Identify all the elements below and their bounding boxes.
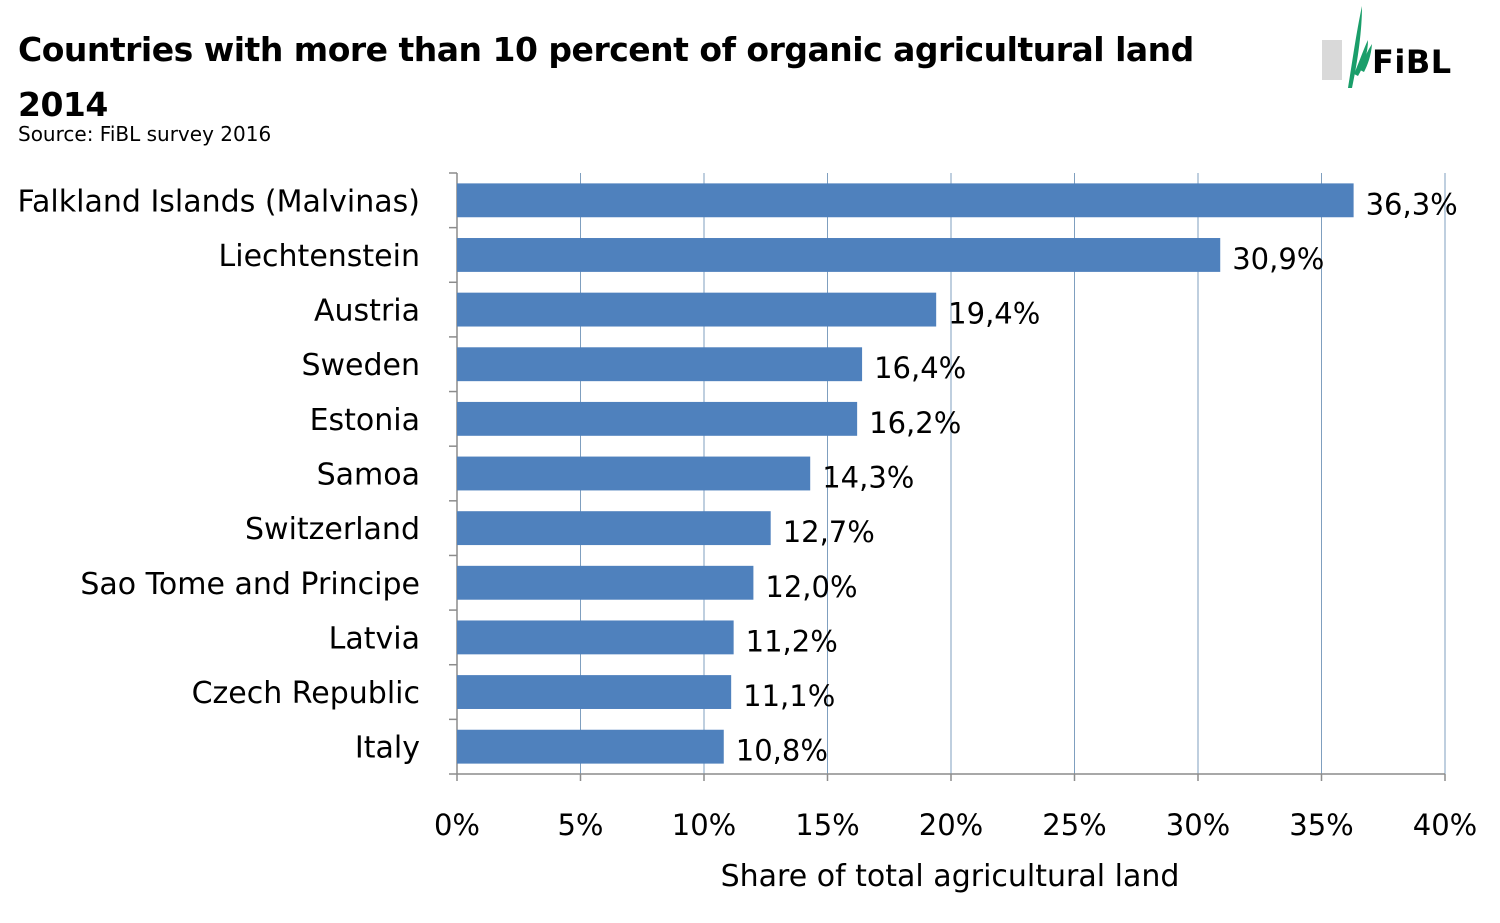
category-label: Samoa xyxy=(317,458,420,493)
bar xyxy=(457,511,771,546)
bar xyxy=(457,347,863,382)
x-tick-label: 0% xyxy=(434,808,480,842)
x-tick-label: 10% xyxy=(672,808,736,842)
data-label: 16,4% xyxy=(874,351,966,385)
fibl-logo-text: FiBL xyxy=(1372,43,1452,81)
data-label: 12,0% xyxy=(765,570,857,604)
category-label: Italy xyxy=(355,731,420,766)
bar xyxy=(457,620,734,655)
data-label: 11,2% xyxy=(746,624,838,658)
category-label: Falkland Islands (Malvinas) xyxy=(18,184,420,219)
x-tick-label: 15% xyxy=(795,808,859,842)
bar xyxy=(457,456,811,491)
data-label: 19,4% xyxy=(948,297,1040,331)
chart-title-line-2: 2014 xyxy=(18,85,108,124)
data-label: 11,1% xyxy=(743,679,835,713)
bar xyxy=(457,238,1221,272)
category-label: Austria xyxy=(314,294,420,329)
x-axis-title: Share of total agricultural land xyxy=(721,859,1180,894)
value-labels: 36,3% 30,9% 19,4% 16,4% 16,2% 14,3% 12,7% 12,0%… xyxy=(736,187,1458,767)
category-label: Sweden xyxy=(301,348,420,383)
data-label: 12,7% xyxy=(783,515,875,549)
x-tick-label: 35% xyxy=(1289,808,1353,842)
data-label: 30,9% xyxy=(1232,242,1324,276)
bar xyxy=(457,183,1354,218)
category-label: Switzerland xyxy=(245,512,420,547)
bar xyxy=(457,729,724,764)
chart-title-line-1: Countries with more than 10 percent of o… xyxy=(18,30,1194,69)
x-tick-labels: 0% 5% 10% 15% 20% 25% 30% 35% 40% xyxy=(434,808,1477,842)
chart-title: Countries with more than 10 percent of o… xyxy=(18,22,1218,132)
data-label: 14,3% xyxy=(822,461,914,495)
bar xyxy=(457,401,858,436)
bar xyxy=(457,565,754,600)
category-labels: Falkland Islands (Malvinas) Liechtenstein… xyxy=(18,184,420,765)
data-label: 36,3% xyxy=(1366,187,1458,221)
category-label: Latvia xyxy=(329,621,420,656)
bars xyxy=(457,183,1354,764)
x-tick-label: 25% xyxy=(1042,808,1106,842)
x-tick-label: 30% xyxy=(1166,808,1230,842)
x-tick-label: 5% xyxy=(557,808,603,842)
data-label: 10,8% xyxy=(736,734,828,768)
x-tick-label: 40% xyxy=(1413,808,1477,842)
bar xyxy=(457,675,732,709)
category-label: Sao Tome and Principe xyxy=(80,567,420,602)
x-tick-label: 20% xyxy=(919,808,983,842)
fibl-leaf-logo-icon xyxy=(1322,6,1372,88)
bar xyxy=(457,292,937,327)
category-label: Estonia xyxy=(310,403,420,438)
data-label: 16,2% xyxy=(869,406,961,440)
category-label: Liechtenstein xyxy=(219,239,420,274)
category-label: Czech Republic xyxy=(192,676,420,711)
chart-subtitle: Source: FiBL survey 2016 xyxy=(18,122,272,146)
